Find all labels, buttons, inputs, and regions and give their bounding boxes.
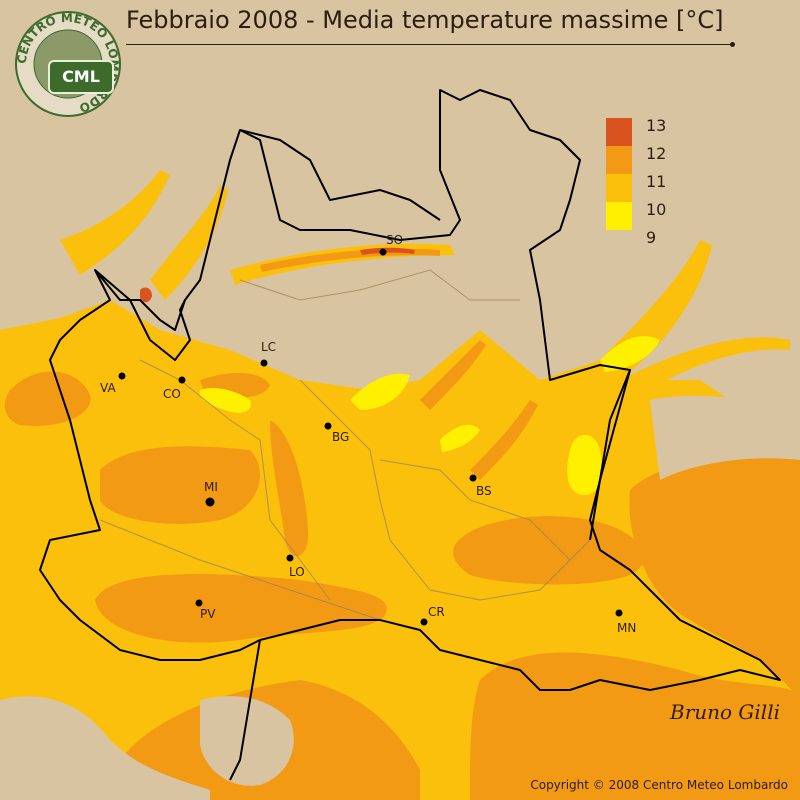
legend-swatch-11 <box>606 174 632 202</box>
legend-label: 13 <box>646 116 667 135</box>
city-label: VA <box>100 381 116 395</box>
temperature-field <box>0 170 800 800</box>
city-dot <box>379 248 387 256</box>
city-mi: MI <box>204 480 218 507</box>
band-12-pavia <box>95 574 387 643</box>
city-dot <box>615 609 623 617</box>
legend-row <box>606 146 632 174</box>
city-markers: SO LC VA CO BG MI <box>100 233 636 635</box>
legend-swatch-10 <box>606 202 632 230</box>
city-so: SO <box>379 233 403 256</box>
band-11-valley-north-west <box>60 170 170 275</box>
region-border <box>39 89 781 781</box>
city-bs: BS <box>469 474 492 498</box>
province-line-6 <box>429 539 591 601</box>
city-dot <box>178 376 186 384</box>
city-pv: PV <box>195 599 216 621</box>
band-12-valtellina <box>260 248 440 272</box>
band-13-spot <box>140 287 152 303</box>
band-11-east-valley-2 <box>620 337 790 395</box>
garda-border <box>589 369 631 541</box>
legend-row <box>606 118 632 146</box>
terrain-north-east <box>650 395 800 480</box>
legend-label: 12 <box>646 144 667 163</box>
band-10-bergamo-valleys <box>350 373 410 410</box>
city-dot <box>195 599 203 607</box>
band-10-como <box>199 388 251 413</box>
band-12-milano <box>100 446 260 524</box>
band-12-iseo <box>420 340 486 410</box>
band-11-valley-lake-como <box>150 185 228 300</box>
city-label: LO <box>289 565 305 579</box>
copyright-notice: Copyright © 2008 Centro Meteo Lombardo <box>530 778 788 792</box>
city-co: CO <box>163 376 186 401</box>
legend-swatch-12 <box>606 146 632 174</box>
legend-row <box>606 174 632 202</box>
band-12-lodi <box>270 420 309 557</box>
cml-logo: CENTRO METEO LOMBARDO CML <box>12 8 124 120</box>
province-line-4 <box>379 459 571 561</box>
city-label: MI <box>204 480 218 494</box>
title-underline <box>126 42 735 47</box>
band-13-valtellina <box>360 247 415 255</box>
band-12-garda-west <box>470 400 538 480</box>
oltrepo-border <box>229 639 261 781</box>
band-10-brescia-valley <box>440 424 480 452</box>
city-label: CR <box>428 605 445 619</box>
city-dot <box>420 618 428 626</box>
legend-label: 9 <box>646 228 657 247</box>
city-lo: LO <box>286 554 305 579</box>
city-label: SO <box>386 233 403 247</box>
band-12-east <box>629 456 800 700</box>
band-10-garda <box>567 435 602 495</box>
city-bg: BG <box>324 422 349 444</box>
city-lc: LC <box>260 340 276 367</box>
legend-swatch-13 <box>606 118 632 146</box>
city-dot <box>118 372 126 380</box>
city-label: MN <box>617 621 636 635</box>
legend-label: 10 <box>646 200 667 219</box>
legend: 13 12 11 10 9 <box>606 116 666 247</box>
lombardy-border <box>39 89 781 691</box>
city-label: BS <box>476 484 492 498</box>
band-12-brescia <box>453 516 645 585</box>
legend-label: 11 <box>646 172 667 191</box>
logo-badge: CML <box>48 60 114 94</box>
province-line-3 <box>299 379 431 591</box>
city-label: LC <box>261 340 276 354</box>
city-cr: CR <box>420 605 445 626</box>
province-line-5 <box>99 519 381 621</box>
terrain-apennine-south <box>0 696 210 800</box>
band-10-east-lake <box>600 336 660 372</box>
city-dot <box>260 359 268 367</box>
city-dot <box>469 474 477 482</box>
page-title: Febbraio 2008 - Media temperature massim… <box>126 6 724 34</box>
author-signature: Bruno Gilli <box>670 700 780 724</box>
city-dot <box>205 497 215 507</box>
terrain-apennine-pocket <box>200 696 294 786</box>
city-mn: MN <box>615 609 636 635</box>
city-label: BG <box>332 430 349 444</box>
legend-row <box>606 202 632 230</box>
city-va: VA <box>100 372 126 395</box>
city-label: PV <box>200 607 216 621</box>
band-12-west <box>4 371 91 426</box>
valchiavenna-border <box>239 129 441 221</box>
canton-ticino-border <box>94 269 191 361</box>
city-label: CO <box>163 387 181 401</box>
city-dot <box>324 422 332 430</box>
province-line-1 <box>239 269 520 301</box>
city-dot <box>286 554 294 562</box>
